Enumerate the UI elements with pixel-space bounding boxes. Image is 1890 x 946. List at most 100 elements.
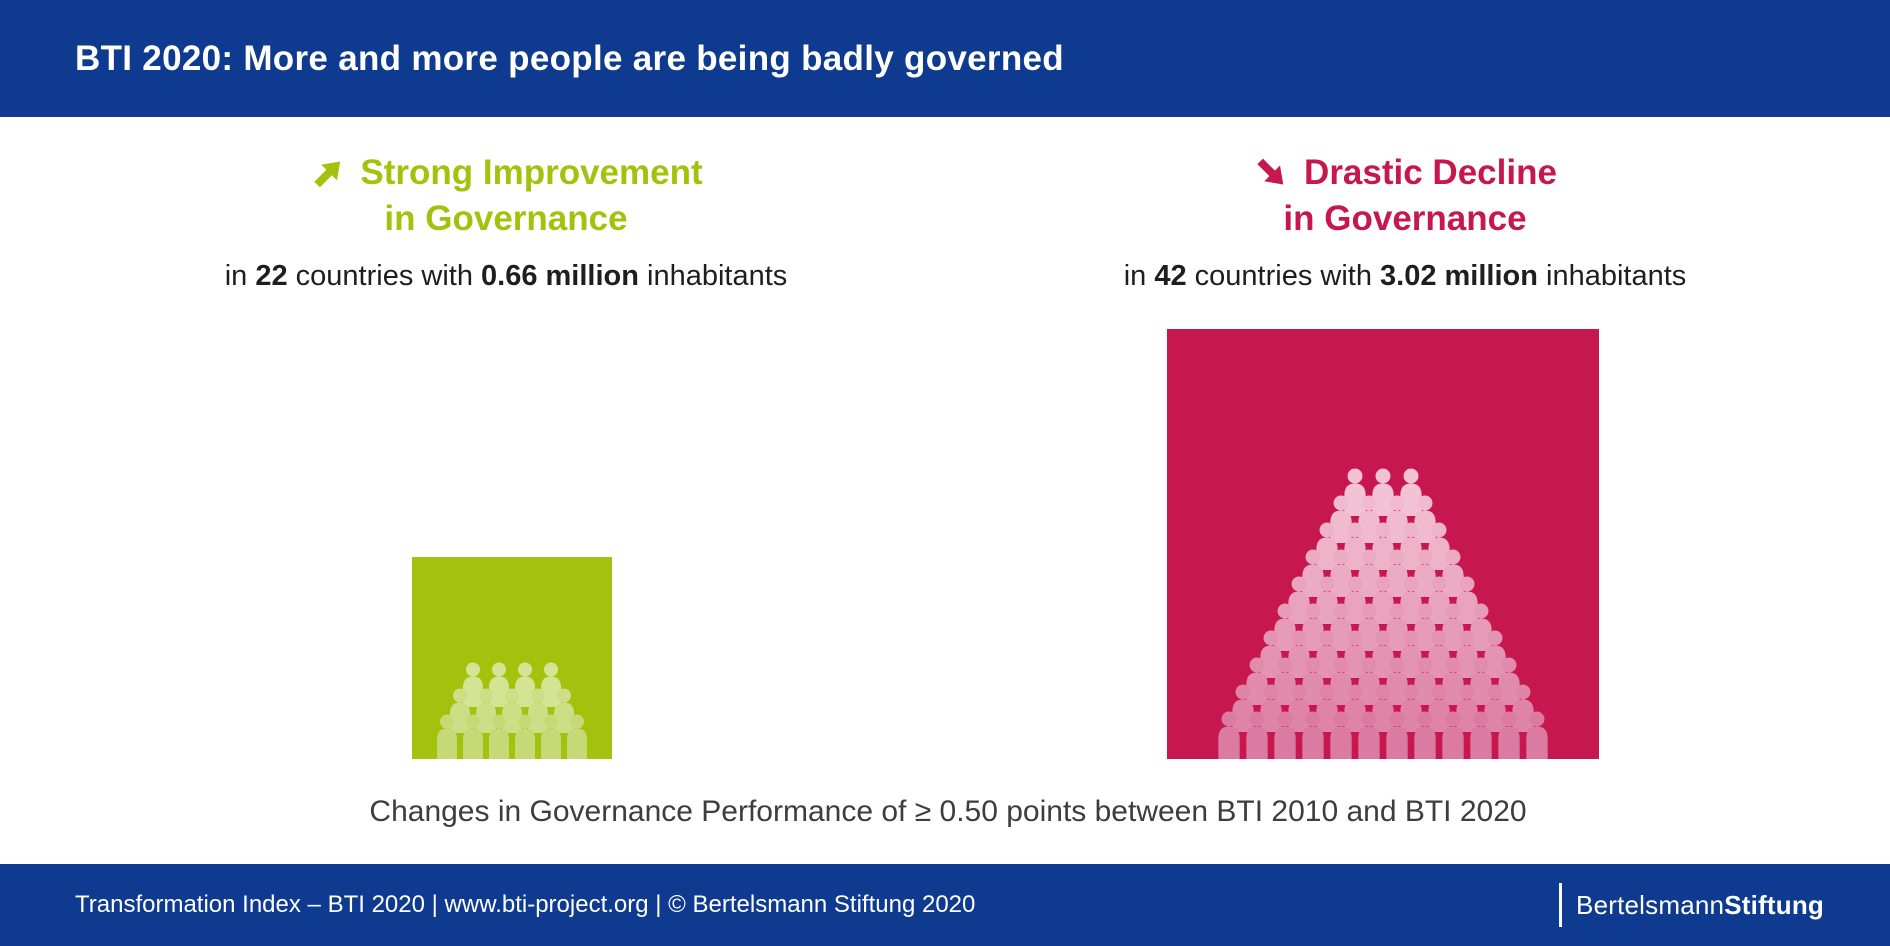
person-icon [1330,549,1352,597]
crowd-row [1283,576,1483,624]
decline-title: Drastic Decline [1304,153,1557,192]
crowd-row [1269,603,1497,651]
person-icon [1246,711,1268,759]
person-icon [1400,684,1422,732]
improvement-inhabitants-count: 0.66 million [481,260,639,292]
logo-text-bold: Stiftung [1724,889,1824,920]
person-icon [1428,684,1450,732]
crowd-row [445,688,579,733]
logo-text: BertelsmannStiftung [1576,890,1824,921]
crowd-pictogram [1213,468,1553,759]
person-icon [1372,468,1394,516]
person-icon [437,714,457,759]
person-icon [1274,711,1296,759]
person-icon [528,688,548,733]
down-right-arrow-icon [1253,154,1291,192]
person-icon [463,662,483,707]
person-icon [1456,684,1478,732]
person-icon [1218,711,1240,759]
person-icon [1232,684,1254,732]
subline-text: countries with [1186,260,1381,292]
improvement-pictogram-square [412,557,612,759]
subline-text: in [224,260,256,292]
logo-divider-bar [1559,883,1563,927]
person-icon [1456,630,1478,678]
person-icon [1498,711,1520,759]
person-icon [1316,576,1338,624]
person-icon [1442,603,1464,651]
person-icon [1372,576,1394,624]
person-icon [1498,657,1520,705]
person-icon [541,662,561,707]
person-icon [1428,576,1450,624]
up-right-arrow-icon [309,154,347,192]
crowd-row [1227,684,1539,732]
person-icon [1414,495,1436,543]
person-icon [1414,549,1436,597]
decline-subline: in 42 countries with 3.02 million inhabi… [1124,258,1687,294]
footer-bar: Transformation Index – BTI 2020 | www.bt… [0,864,1890,946]
person-icon [1288,684,1310,732]
crowd-row [1213,711,1553,759]
footer-source-text: Transformation Index – BTI 2020 | www.bt… [75,891,976,918]
person-icon [1484,684,1506,732]
person-icon [1330,711,1352,759]
person-icon [463,714,483,759]
decline-countries-count: 42 [1154,260,1187,292]
person-icon [1358,549,1380,597]
header-bar: BTI 2020: More and more people are being… [0,0,1890,117]
person-icon [1344,684,1366,732]
person-icon [1372,522,1394,570]
person-icon [1316,684,1338,732]
person-icon [1386,549,1408,597]
improvement-section: Strong Improvement in Governance in 22 c… [225,150,788,294]
person-icon [1386,495,1408,543]
person-icon [1358,657,1380,705]
person-icon [1358,711,1380,759]
improvement-title: Strong Improvement [360,153,703,192]
improvement-countries-count: 22 [255,260,288,292]
person-icon [1302,657,1324,705]
decline-title-line2: in Governance [1283,199,1527,238]
person-icon [1358,495,1380,543]
person-icon [515,714,535,759]
person-icon [1470,711,1492,759]
person-icon [1260,630,1282,678]
crowd-pictogram [432,662,592,759]
person-icon [1316,522,1338,570]
bertelsmann-stiftung-logo: BertelsmannStiftung [1559,883,1824,927]
subline-text: inhabitants [638,260,788,292]
person-icon [1386,603,1408,651]
person-icon [1302,549,1324,597]
person-icon [1414,603,1436,651]
person-icon [1344,576,1366,624]
person-icon [489,714,509,759]
person-icon [1442,549,1464,597]
person-icon [450,688,470,733]
person-icon [1330,495,1352,543]
person-icon [567,714,587,759]
decline-pictogram-square [1167,329,1599,759]
page-title: BTI 2020: More and more people are being… [75,38,1064,78]
person-icon [1512,684,1534,732]
person-icon [1400,468,1422,516]
crowd-row [458,662,566,707]
crowd-row [1325,495,1441,543]
person-icon [1246,657,1268,705]
person-icon [1442,711,1464,759]
person-icon [1386,657,1408,705]
person-icon [1386,711,1408,759]
person-icon [1372,684,1394,732]
person-icon [502,688,522,733]
person-icon [1414,711,1436,759]
crowd-row [1297,549,1469,597]
person-icon [1330,603,1352,651]
decline-section: Drastic Decline in Governance in 42 coun… [1124,150,1687,294]
person-icon [1484,630,1506,678]
person-icon [1344,522,1366,570]
person-icon [489,662,509,707]
person-icon [1456,576,1478,624]
person-icon [1428,630,1450,678]
decline-headline-line1: Drastic Decline [1124,150,1687,196]
